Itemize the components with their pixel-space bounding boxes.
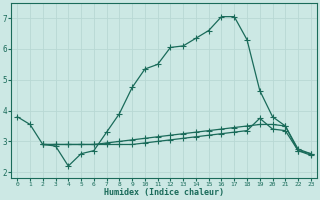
X-axis label: Humidex (Indice chaleur): Humidex (Indice chaleur) (104, 188, 224, 197)
